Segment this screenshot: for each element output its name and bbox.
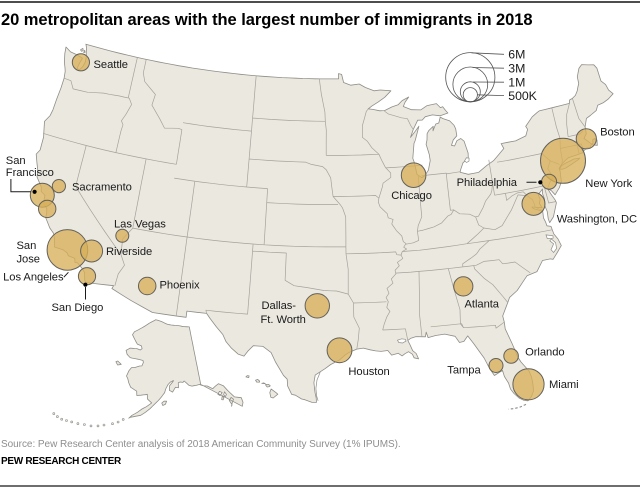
svg-text:Orlando: Orlando bbox=[525, 346, 564, 358]
svg-text:Sacramento: Sacramento bbox=[72, 182, 132, 194]
svg-text:San: San bbox=[6, 155, 26, 167]
svg-text:Las Vegas: Las Vegas bbox=[114, 219, 166, 231]
svg-text:Washington, DC: Washington, DC bbox=[557, 214, 637, 226]
svg-text:500K: 500K bbox=[508, 89, 537, 103]
svg-text:New York: New York bbox=[585, 178, 632, 190]
svg-text:Philadelphia: Philadelphia bbox=[457, 177, 518, 189]
svg-text:Ft. Worth: Ft. Worth bbox=[261, 314, 306, 326]
svg-text:Francisco: Francisco bbox=[6, 167, 54, 179]
svg-text:3M: 3M bbox=[508, 61, 525, 75]
svg-text:San Diego: San Diego bbox=[52, 302, 104, 314]
svg-text:Los Angeles: Los Angeles bbox=[3, 272, 64, 284]
svg-text:Boston: Boston bbox=[600, 127, 635, 139]
svg-text:Houston: Houston bbox=[348, 366, 389, 378]
svg-text:Atlanta: Atlanta bbox=[465, 299, 500, 311]
svg-text:1M: 1M bbox=[508, 75, 525, 89]
svg-text:6M: 6M bbox=[508, 48, 525, 62]
svg-text:Riverside: Riverside bbox=[106, 246, 152, 258]
svg-text:Miami: Miami bbox=[549, 379, 579, 391]
svg-text:Phoenix: Phoenix bbox=[160, 280, 201, 292]
svg-text:Tampa: Tampa bbox=[447, 365, 481, 377]
svg-text:Dallas-: Dallas- bbox=[262, 300, 297, 312]
svg-text:San: San bbox=[17, 240, 37, 252]
svg-text:Jose: Jose bbox=[17, 254, 40, 266]
svg-text:Chicago: Chicago bbox=[391, 190, 432, 202]
svg-text:Seattle: Seattle bbox=[94, 59, 128, 71]
